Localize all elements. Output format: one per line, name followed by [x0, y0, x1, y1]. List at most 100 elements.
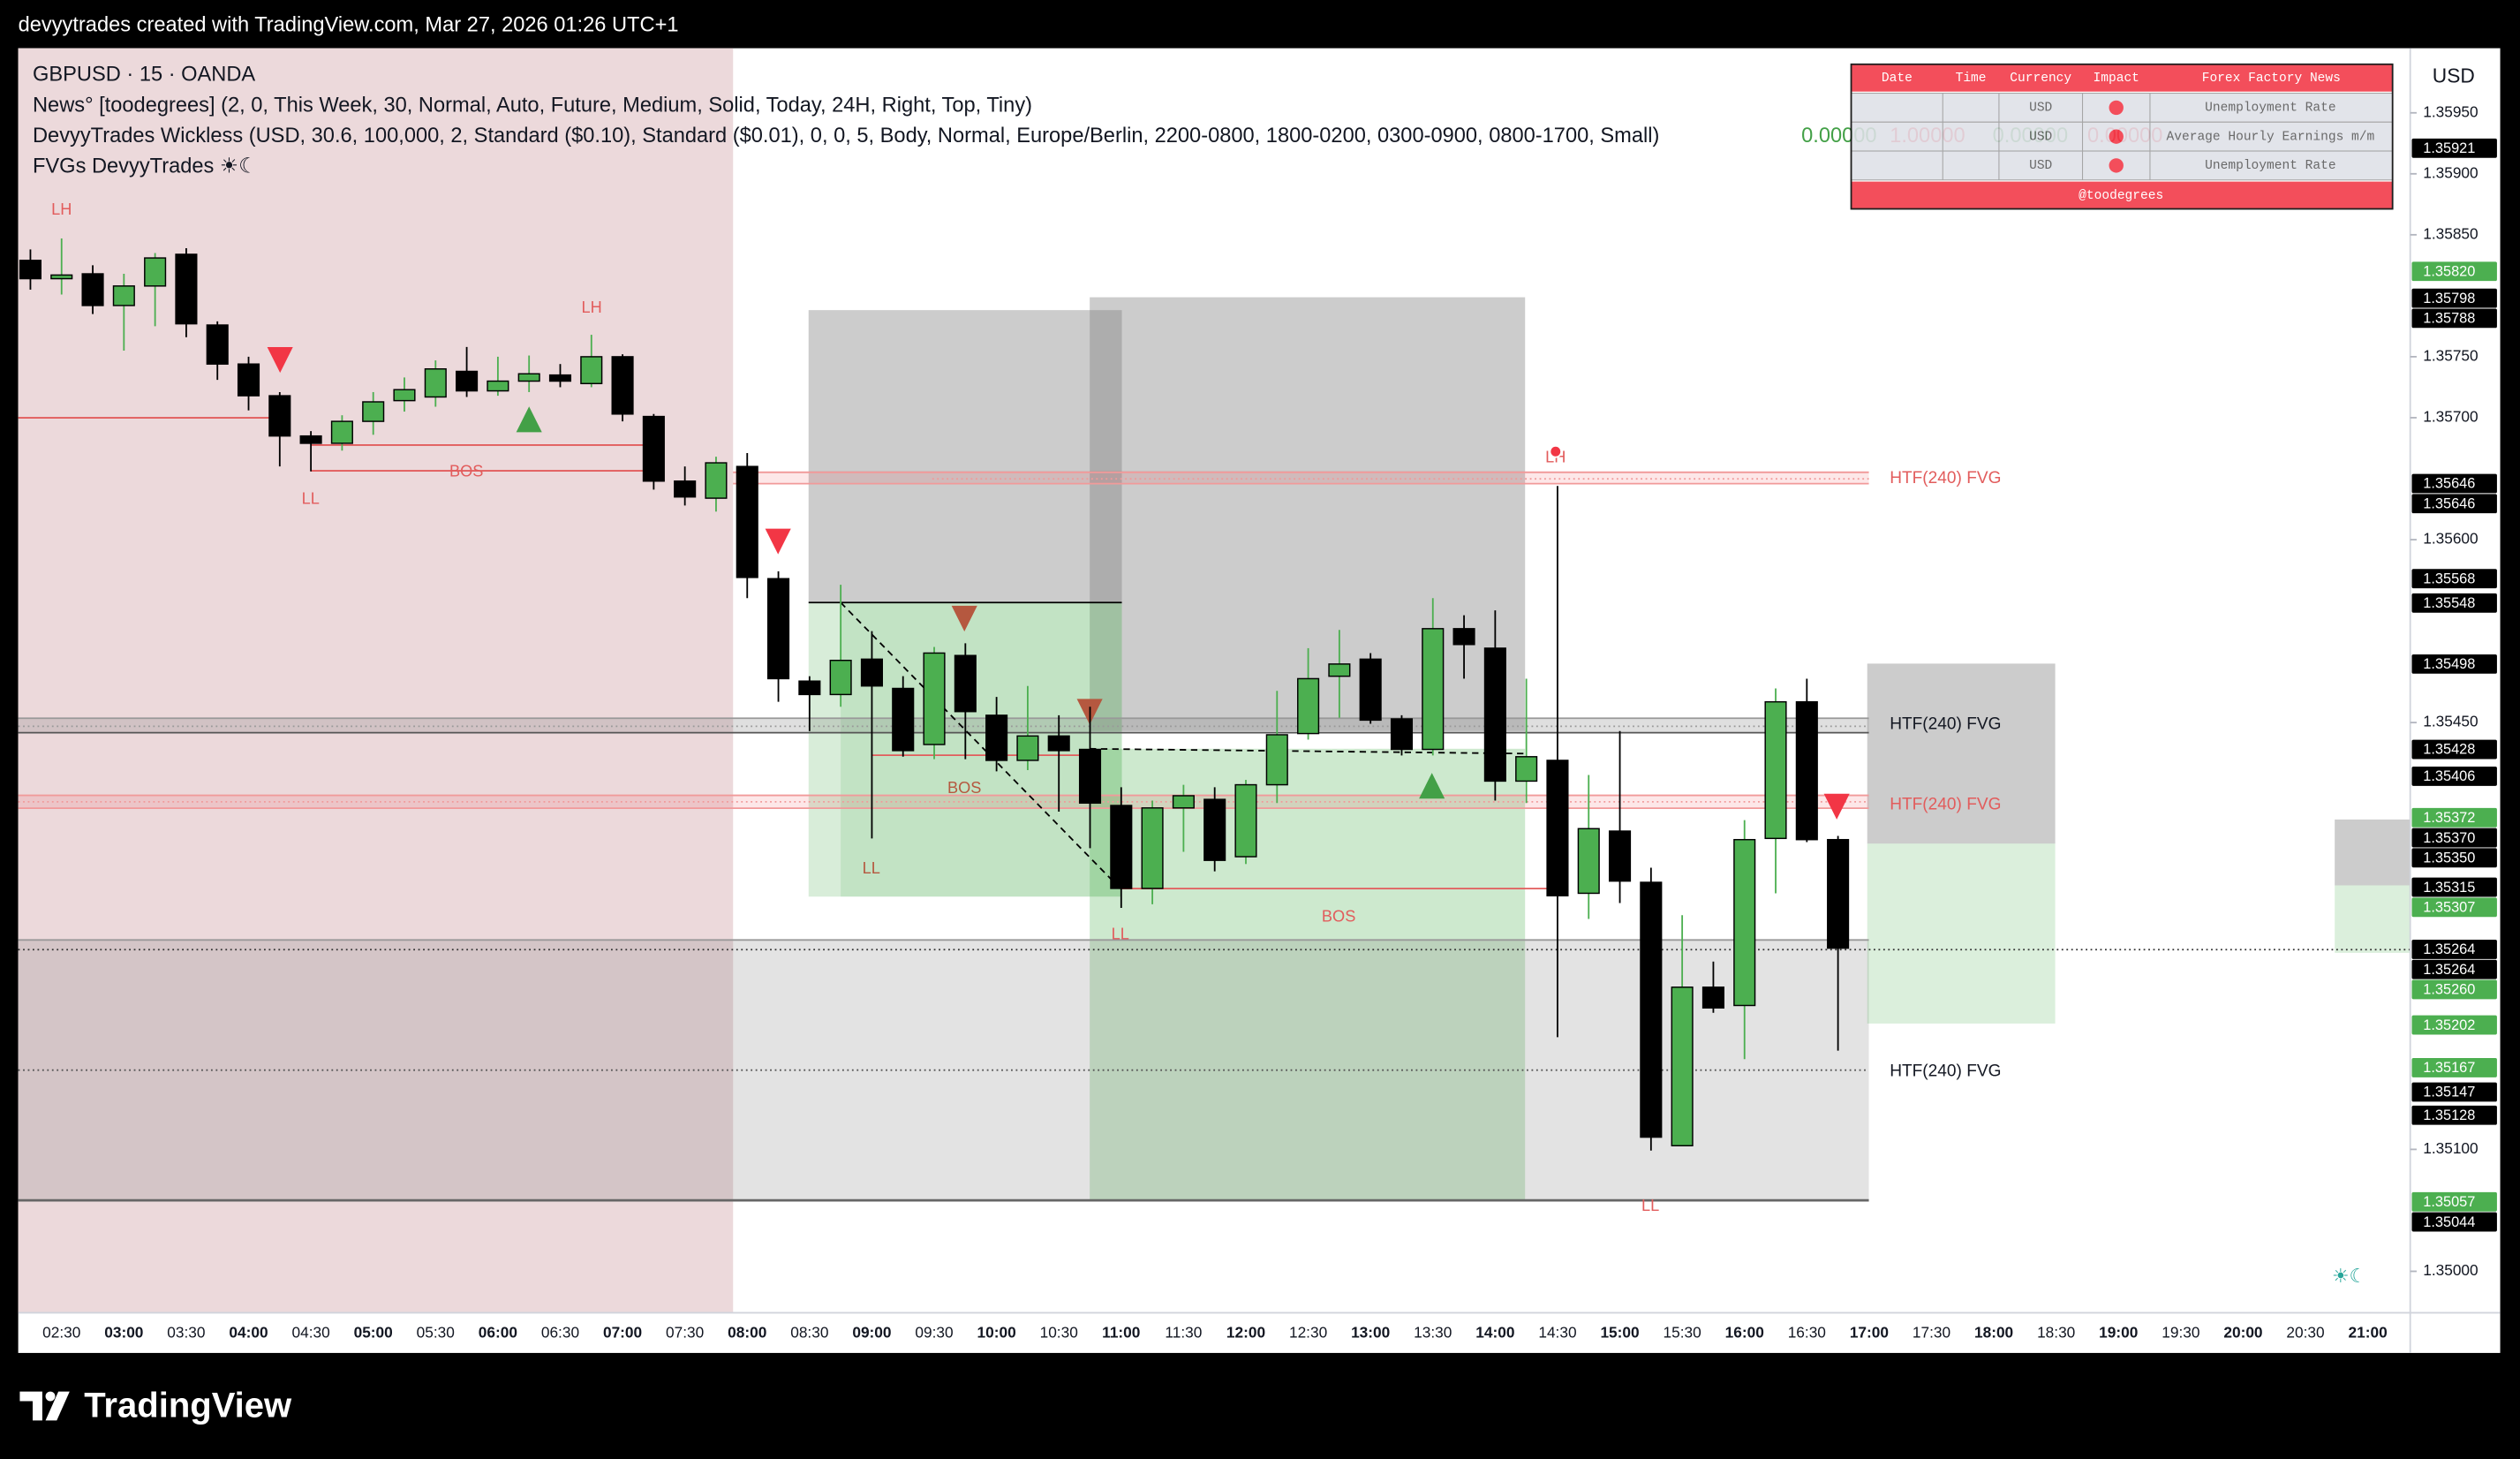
candle-body [268, 395, 291, 437]
zone [18, 48, 734, 1313]
candle-body [487, 380, 509, 392]
x-tick-label: 14:30 [1538, 1324, 1576, 1342]
candle-body [1608, 830, 1632, 882]
table-header: Forex Factory News [2202, 72, 2341, 86]
candle-body [1671, 987, 1694, 1146]
price-tag-label: 1.35315 [2423, 880, 2475, 896]
table-header: Time [1956, 72, 1987, 86]
price-tag [2411, 1105, 2497, 1125]
y-tick-label: 1.35750 [2423, 346, 2478, 364]
x-tick-label: 04:30 [291, 1324, 329, 1342]
signal-triangle [765, 528, 791, 555]
price-tag-label: 1.35350 [2423, 850, 2475, 866]
candle-body [923, 652, 946, 745]
candle-body [1078, 748, 1102, 805]
table-cell: Unemployment Rate [2205, 159, 2335, 173]
x-tick-label: 12:00 [1226, 1324, 1265, 1342]
price-tag [2411, 288, 2497, 308]
price-tag [2411, 1015, 2497, 1035]
annotation: LL [1641, 1197, 1659, 1214]
zone [1867, 663, 2056, 844]
price-tag [2411, 138, 2497, 158]
candle-body [393, 389, 416, 402]
annotation: BOS [947, 779, 981, 797]
candle-body [1234, 783, 1257, 858]
indicator-line: FVGs DevyyTrades ☀☾ [33, 155, 257, 178]
annotation: LL [302, 490, 320, 508]
candle-body [892, 687, 915, 752]
candle-body [1827, 838, 1850, 949]
signal-triangle [951, 605, 977, 632]
x-tick-label: 08:30 [790, 1324, 828, 1342]
tradingview-logo: TradingView [19, 1386, 292, 1425]
drawing-line [1090, 747, 1526, 755]
candle-body [1328, 663, 1351, 677]
table-footer: @toodegrees [2079, 189, 2163, 203]
candle-body [1483, 647, 1506, 782]
y-tick-label: 1.35900 [2423, 163, 2478, 181]
price-tag [2411, 1082, 2497, 1102]
candle-body [1390, 718, 1414, 751]
zone [18, 795, 1869, 809]
candle-body [1764, 700, 1787, 840]
zone [1867, 843, 2056, 1024]
table-header-bg [1851, 64, 2393, 92]
x-tick-label: 06:00 [479, 1324, 517, 1342]
annotation: HTF(240) FVG [1890, 1062, 2001, 1081]
price-tag [2411, 766, 2497, 786]
x-tick-label: 20:30 [2286, 1324, 2324, 1342]
x-tick-label: 07:00 [603, 1324, 642, 1342]
signal-triangle [516, 406, 542, 433]
x-tick-label: 16:00 [1725, 1324, 1764, 1342]
price-tag [2411, 1057, 2497, 1077]
candle-body [206, 324, 229, 365]
annotation: BOS [1322, 908, 1355, 926]
signal-triangle [267, 346, 293, 374]
x-tick-label: 09:30 [915, 1324, 953, 1342]
price-tag-label: 1.35820 [2423, 263, 2475, 279]
x-tick-label: 02:30 [42, 1324, 80, 1342]
x-tick-label: 17:30 [1913, 1324, 1950, 1342]
impact-dot [2109, 158, 2124, 173]
candle-body [985, 714, 1008, 761]
price-tag-label: 1.35044 [2423, 1214, 2475, 1230]
candle-body [1640, 881, 1663, 1138]
signal-triangle [1419, 773, 1445, 799]
candle-body [674, 480, 697, 498]
table-cell: USD [2029, 130, 2052, 144]
price-tag [2411, 940, 2497, 959]
y-tick-label: 1.35850 [2423, 224, 2478, 242]
price-tag-label: 1.35167 [2423, 1060, 2475, 1076]
candle-body [1016, 735, 1039, 761]
y-tick-label: 1.35700 [2423, 408, 2478, 426]
candle-body [642, 415, 665, 482]
zone [808, 310, 1122, 603]
table-cell: Unemployment Rate [2205, 102, 2335, 116]
price-tag [2411, 308, 2497, 329]
price-tag-label: 1.35057 [2423, 1194, 2475, 1210]
price-tag [2411, 739, 2497, 760]
price-tag [2411, 848, 2497, 868]
candle-body [112, 285, 135, 306]
annotation: LH [582, 299, 602, 316]
price-tag-label: 1.35406 [2423, 768, 2475, 784]
candle-body [1546, 760, 1569, 896]
candle-body [829, 659, 852, 696]
x-tick-label: 09:00 [852, 1324, 891, 1342]
x-tick-label: 15:00 [1600, 1324, 1639, 1342]
price-tag-label: 1.35128 [2423, 1107, 2475, 1123]
candle-body [1733, 838, 1756, 1007]
price-tag [2411, 261, 2497, 282]
price-tag [2411, 807, 2497, 828]
indicator-line: DevyyTrades Wickless (USD, 30.6, 100,000… [33, 125, 1659, 147]
table-header: Date [1882, 72, 1913, 86]
candle-body [1297, 677, 1320, 735]
currency-label: USD [2433, 64, 2475, 87]
candle-body [299, 435, 322, 444]
price-tag-label: 1.35798 [2423, 291, 2475, 306]
x-tick-label: 04:00 [229, 1324, 268, 1342]
candle-body [237, 363, 260, 397]
zone [2335, 885, 2411, 953]
candle-body [1203, 798, 1226, 861]
impact-dot [2109, 100, 2124, 116]
